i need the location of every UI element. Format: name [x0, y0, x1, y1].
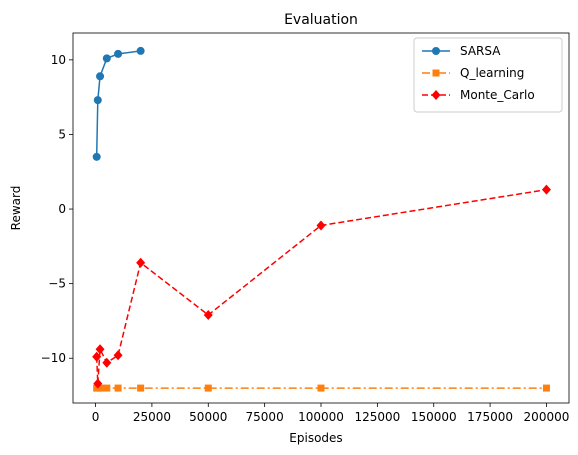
legend-entry-q-learning: Q_learning	[422, 66, 524, 80]
x-tick-label: 50000	[189, 410, 227, 424]
y-tick-label: −5	[48, 277, 66, 291]
y-tick-label: 5	[58, 127, 66, 141]
series-line-monte-carlo	[95, 188, 547, 384]
x-axis-label: Episodes	[289, 431, 342, 445]
data-point-sarsa	[102, 54, 111, 63]
x-tick-label: 100000	[298, 410, 344, 424]
series-monte-carlo	[92, 184, 551, 389]
y-tick-label: −10	[41, 351, 66, 365]
chart-title: Evaluation	[284, 12, 358, 28]
data-point-monte-carlo	[95, 344, 105, 355]
data-point-monte-carlo	[113, 350, 123, 361]
data-point-sarsa	[136, 46, 145, 55]
y-axis-label: Reward	[9, 186, 23, 231]
y-axis-ticks: −10 −5 0 5 10	[41, 53, 73, 365]
x-axis-ticks: 0 25000 50000 75000 100000 125000 150000 175000…	[92, 403, 570, 424]
x-tick-label: 125000	[354, 410, 400, 424]
legend-box	[413, 37, 563, 113]
x-tick-label: 75000	[246, 410, 284, 424]
data-point-monte-carlo	[203, 309, 213, 320]
x-tick-label: 175000	[467, 410, 513, 424]
legend-label-monte-carlo: Monte_Carlo	[460, 88, 535, 102]
data-point-monte-carlo	[136, 257, 146, 268]
y-tick-label: 0	[58, 202, 66, 216]
data-point-q-learning	[96, 384, 104, 392]
y-tick-label: 10	[51, 53, 66, 67]
legend-entry-monte-carlo: Monte_Carlo	[422, 88, 535, 102]
data-point-q-learning	[137, 384, 145, 392]
data-point-monte-carlo	[316, 220, 326, 231]
legend-marker-q-learning	[432, 69, 440, 77]
legend-label-sarsa: SARSA	[460, 44, 501, 58]
x-tick-label: 0	[92, 410, 100, 424]
data-point-monte-carlo	[93, 378, 103, 389]
series-q-learning	[93, 384, 550, 392]
data-point-monte-carlo	[92, 351, 102, 362]
data-point-sarsa	[93, 96, 102, 105]
legend-marker-sarsa	[432, 47, 440, 55]
data-point-sarsa	[92, 152, 101, 161]
data-point-sarsa	[96, 72, 105, 81]
series-sarsa	[92, 46, 145, 161]
x-tick-label: 200000	[524, 410, 570, 424]
data-point-q-learning	[317, 384, 325, 392]
data-point-q-learning	[114, 384, 122, 392]
data-point-q-learning	[204, 384, 212, 392]
data-point-q-learning	[103, 384, 111, 392]
series-line-sarsa	[95, 50, 141, 157]
legend-label-q-learning: Q_learning	[460, 66, 524, 80]
legend-entry-sarsa: SARSA	[422, 44, 501, 58]
data-point-sarsa	[114, 49, 123, 58]
x-tick-label: 150000	[411, 410, 457, 424]
data-point-monte-carlo	[541, 184, 551, 195]
data-point-q-learning	[542, 384, 550, 392]
x-tick-label: 25000	[133, 410, 171, 424]
data-point-monte-carlo	[102, 357, 112, 368]
legend-marker-monte-carlo	[431, 90, 441, 100]
plot-area	[92, 46, 551, 392]
legend: SARSA Q_learning Monte_Carlo	[413, 37, 563, 113]
